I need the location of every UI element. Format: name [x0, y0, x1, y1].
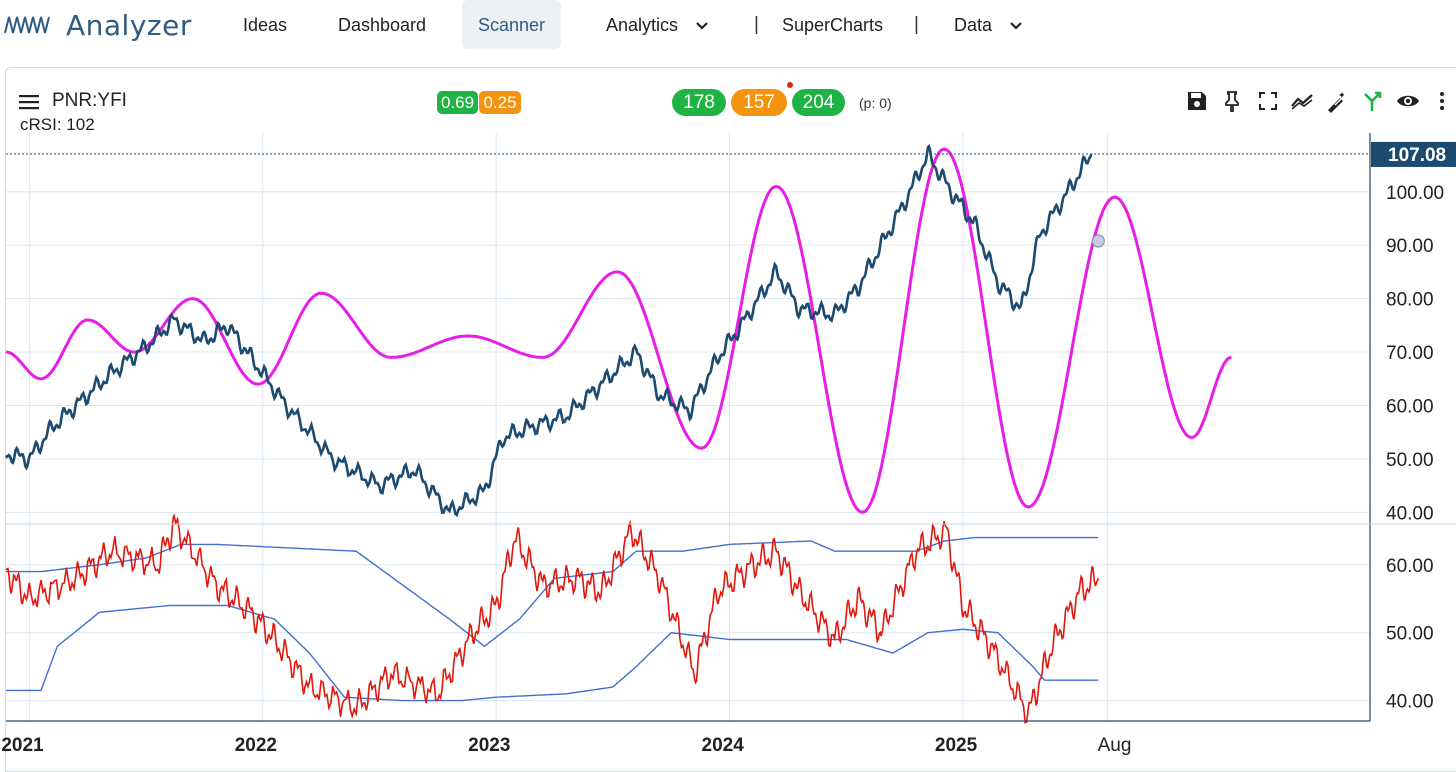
eye-icon[interactable]	[1396, 89, 1420, 113]
more-icon[interactable]	[1432, 89, 1452, 113]
y-tick-label: 50.00	[1386, 450, 1434, 471]
last-price-badge	[1371, 141, 1456, 167]
chevron-down-icon	[696, 22, 708, 30]
y-tick-label: 40.00	[1386, 503, 1434, 524]
logo-text: Analyzer	[66, 8, 192, 42]
nav-data-label: Data	[954, 15, 993, 35]
crsi-pane	[5, 513, 1100, 724]
trend-icon[interactable]	[1290, 89, 1314, 113]
metric-badge-green: 0.69	[437, 91, 478, 114]
y-tick-label: 100.00	[1386, 183, 1444, 204]
count-badge-1: 178	[672, 89, 726, 116]
cycle-marker	[1091, 234, 1105, 248]
magic-edit-icon[interactable]	[1325, 89, 1349, 113]
y-tick-label: 60.00	[1386, 556, 1434, 577]
metric-badge-orange: 0.25	[479, 91, 521, 114]
y-tick-label: 70.00	[1386, 343, 1434, 364]
price-line	[4, 143, 1093, 518]
y-tick-label: 90.00	[1386, 236, 1434, 257]
price-pane: 107.08	[4, 141, 1456, 518]
y-tick-label: 60.00	[1386, 396, 1434, 417]
p-label: (p: 0)	[859, 95, 892, 111]
y-tick-label: 80.00	[1386, 290, 1434, 311]
fork-icon[interactable]	[1360, 89, 1384, 113]
nav-separator: |	[754, 14, 759, 35]
cycle-projection-line	[5, 147, 1232, 514]
symbol-label[interactable]: PNR:YFI	[52, 90, 127, 111]
menu-icon[interactable]	[19, 94, 39, 110]
nav-analytics-label: Analytics	[606, 15, 679, 35]
x-tick-label: 2025	[935, 735, 978, 756]
crsi-line	[5, 513, 1100, 724]
count-badge-3: 204	[792, 89, 845, 116]
axes: 2021 2022 2023 2024 2025 Aug 40.00 50.00 60.00 70…	[1, 133, 1456, 756]
x-tick-label: 2021	[1, 735, 44, 756]
lower-band-line	[6, 604, 1099, 702]
nav-supercharts[interactable]: SuperCharts	[782, 15, 884, 35]
fullscreen-icon[interactable]	[1256, 89, 1280, 113]
logo[interactable]: Analyzer	[4, 8, 192, 42]
nav-analytics[interactable]: Analytics	[606, 0, 709, 50]
save-icon[interactable]	[1185, 89, 1209, 113]
nav-separator: |	[914, 14, 919, 35]
nav-data[interactable]: Data	[954, 0, 1023, 50]
grid	[6, 133, 1370, 721]
chevron-down-icon	[1010, 22, 1022, 30]
y-tick-label: 40.00	[1386, 692, 1434, 713]
count-badge-2: 157	[731, 89, 787, 116]
upper-band-line	[6, 536, 1099, 648]
nav-ideas[interactable]: Ideas	[243, 15, 288, 35]
nav-scanner[interactable]: Scanner	[462, 0, 562, 49]
x-tick-label: 2022	[235, 735, 277, 756]
top-nav: Analyzer Ideas Dashboard Scanner Analyti…	[0, 0, 1456, 50]
y-tick-label: 50.00	[1386, 624, 1434, 645]
nav-dashboard[interactable]: Dashboard	[338, 15, 427, 35]
waveform-icon	[4, 16, 50, 34]
notification-dot	[787, 82, 793, 88]
pin-icon[interactable]	[1220, 89, 1244, 113]
x-tick-label: 2024	[702, 735, 745, 756]
x-tick-label: 2023	[468, 735, 510, 756]
last-price-label: 107.08	[1388, 145, 1446, 166]
indicator-label: cRSI: 102	[20, 115, 95, 134]
x-tick-label: Aug	[1098, 735, 1132, 756]
